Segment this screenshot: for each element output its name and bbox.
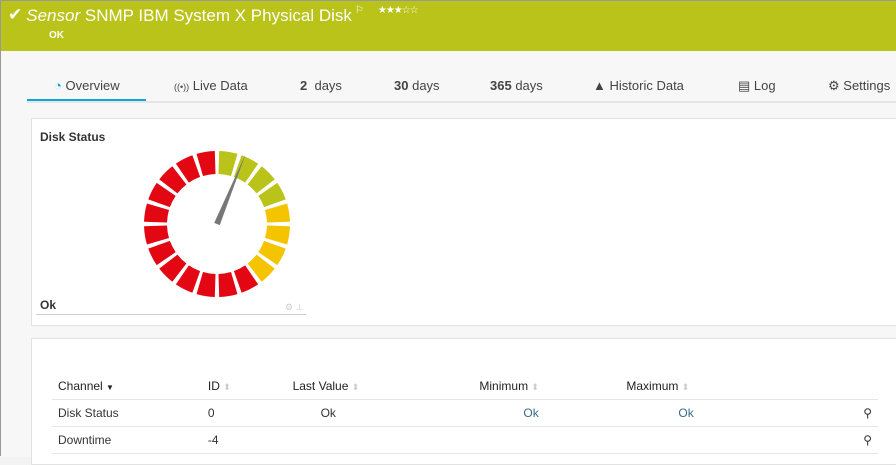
maximum-value: Ok xyxy=(620,399,764,427)
gauge-segment xyxy=(247,254,275,282)
sort-icon: ⬍ xyxy=(681,382,690,392)
priority-stars[interactable]: ★★★☆☆ xyxy=(377,5,419,16)
tab-365-days[interactable]: 365 days xyxy=(490,78,543,93)
last-value: Ok xyxy=(286,399,474,427)
tab-historic-data[interactable]: ▲ Historic Data xyxy=(593,78,684,93)
gauge-segment xyxy=(218,151,238,177)
gauge-segment xyxy=(247,166,275,194)
tab-label: days xyxy=(314,78,342,93)
gauge-segment xyxy=(148,182,176,208)
tab-num: 365 xyxy=(490,78,512,93)
divider xyxy=(36,314,306,315)
table-row: Disk Status 0 Ok Ok Ok ⚲ xyxy=(52,399,878,427)
sort-icon: ⬍ xyxy=(223,382,231,392)
tab-label: Log xyxy=(753,78,776,93)
area-chart-icon: ▲ xyxy=(593,78,606,93)
tab-num: 2 xyxy=(300,78,308,93)
channel-settings-icon[interactable]: ⚲ xyxy=(763,426,878,454)
channel-settings-icon[interactable]: ⚲ xyxy=(763,399,878,427)
gauge-segment xyxy=(148,240,176,266)
sensor-type: Sensor xyxy=(26,6,81,25)
header-label: Channel xyxy=(58,379,103,393)
gauge-segment xyxy=(159,254,187,282)
sort-down-icon: ▼ xyxy=(106,383,114,392)
tab-label: Settings xyxy=(843,78,891,93)
channel-id: 0 xyxy=(201,399,287,427)
tab-overview[interactable]: ◔ Overview xyxy=(27,78,146,101)
gauge-segment xyxy=(175,155,201,183)
gauge-segment xyxy=(258,182,286,208)
tab-label: Live Data xyxy=(192,78,248,93)
gauge-icon: ◔ xyxy=(54,78,62,93)
gauge-segment xyxy=(264,225,290,245)
gauge-segment xyxy=(258,240,286,266)
table-row: Downtime -4 ⚲ xyxy=(52,426,878,454)
tab-settings[interactable]: ⚙ Settings xyxy=(828,78,890,94)
disk-status-gauge xyxy=(144,151,290,297)
col-last-value[interactable]: Last Value ⬍ xyxy=(286,373,474,400)
last-value xyxy=(286,426,474,454)
main-content: ◔ Overview ((•)) Live Data 2 days 30 day… xyxy=(1,51,896,465)
gauge-tools-icons[interactable]: ⚙ ⊥ xyxy=(285,302,304,312)
header-label: Last Value xyxy=(292,379,349,393)
header-label: ID xyxy=(207,379,220,393)
gauge-segment xyxy=(144,225,170,245)
col-maximum[interactable]: Maximum ⬍ xyxy=(620,373,764,400)
tab-bar: ◔ Overview ((•)) Live Data 2 days 30 day… xyxy=(27,73,896,103)
sensor-title: Sensor SNMP IBM System X Physical Disk xyxy=(26,5,352,27)
channels-table: Channel ▼ ID ⬍ Last Value ⬍ Minimum ⬍ Ma… xyxy=(52,373,878,454)
minimum-value: Ok xyxy=(473,399,621,427)
sensor-header: ✔ Sensor SNMP IBM System X Physical Disk… xyxy=(1,1,896,51)
flag-icon[interactable]: ⚐ xyxy=(354,5,364,16)
sensor-name: SNMP IBM System X Physical Disk xyxy=(84,6,352,25)
sensor-title-line: ✔ Sensor SNMP IBM System X Physical Disk… xyxy=(8,5,419,27)
channels-panel: Channel ▼ ID ⬍ Last Value ⬍ Minimum ⬍ Ma… xyxy=(31,338,896,465)
broadcast-icon: ((•)) xyxy=(174,82,190,92)
col-channel[interactable]: Channel ▼ xyxy=(52,373,202,400)
gauge-value: Ok xyxy=(40,298,57,312)
col-actions xyxy=(763,373,878,400)
tab-label: days xyxy=(515,78,543,93)
table-header-row: Channel ▼ ID ⬍ Last Value ⬍ Minimum ⬍ Ma… xyxy=(52,373,878,400)
gauge-panel: Disk Status Ok ⚙ ⊥ xyxy=(31,118,896,326)
gauge-segment xyxy=(144,203,170,223)
channel-name[interactable]: Downtime xyxy=(52,426,202,454)
maximum-value xyxy=(620,426,764,454)
tab-2-days[interactable]: 2 days xyxy=(300,78,342,93)
gauge-segment xyxy=(196,271,216,297)
gauge-segment xyxy=(196,151,216,177)
status-text: OK xyxy=(49,30,64,41)
tab-30-days[interactable]: 30 days xyxy=(394,78,440,93)
gauge-segment xyxy=(233,265,259,293)
header-label: Maximum xyxy=(626,379,679,393)
tab-label: days xyxy=(412,78,440,93)
gauge-segment xyxy=(175,265,201,293)
col-minimum[interactable]: Minimum ⬍ xyxy=(473,373,621,400)
gauge-needle xyxy=(214,153,246,226)
col-id[interactable]: ID ⬍ xyxy=(201,373,287,400)
channel-id: -4 xyxy=(201,426,287,454)
gauge-segment xyxy=(264,203,290,223)
minimum-value xyxy=(473,426,621,454)
tab-log[interactable]: ▤ Log xyxy=(738,78,776,94)
gauge-segment xyxy=(233,155,259,183)
gauge-segment xyxy=(218,271,238,297)
gauge-segment xyxy=(159,166,187,194)
channel-name[interactable]: Disk Status xyxy=(52,399,202,427)
sort-icon: ⬍ xyxy=(531,382,539,392)
tab-live-data[interactable]: ((•)) Live Data xyxy=(174,78,248,93)
gear-icon: ⚙ xyxy=(828,78,840,93)
header-label: Minimum xyxy=(479,379,529,393)
log-icon: ▤ xyxy=(738,78,751,93)
gauge-title: Disk Status xyxy=(40,130,106,144)
check-icon: ✔ xyxy=(8,5,23,24)
sort-icon: ⬍ xyxy=(351,382,360,392)
tab-num: 30 xyxy=(394,78,409,93)
tab-label: Overview xyxy=(65,78,120,93)
tab-label: Historic Data xyxy=(609,78,684,93)
